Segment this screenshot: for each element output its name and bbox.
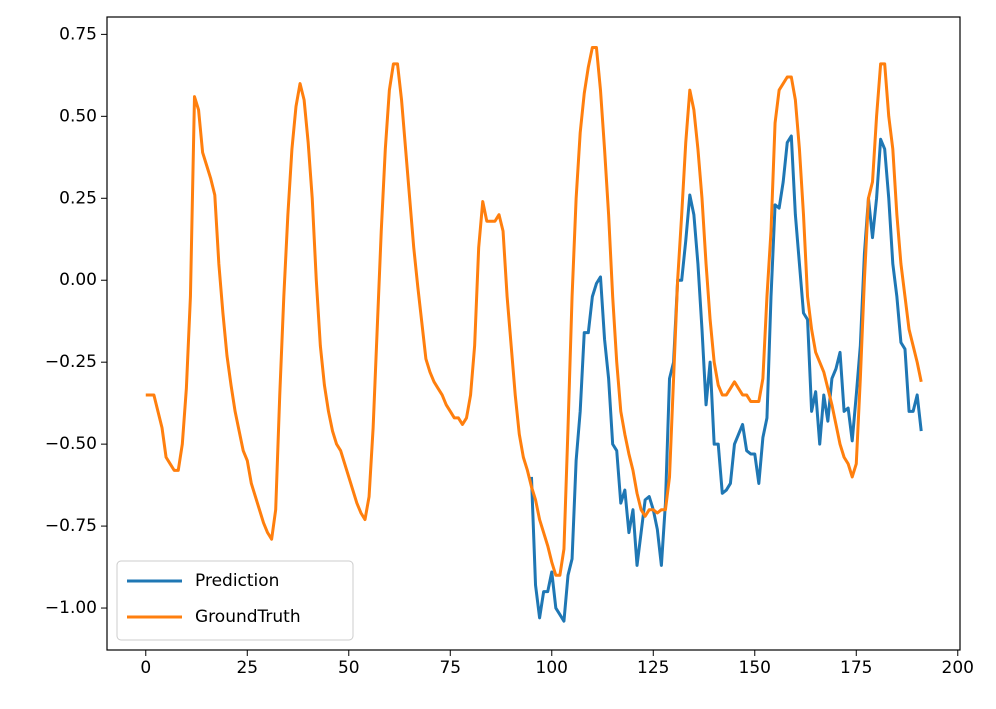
axes-frame (106, 16, 961, 651)
y-tick-label: 0.25 (59, 188, 97, 208)
x-tick-label: 25 (236, 658, 258, 678)
y-tick-label: −0.75 (45, 516, 97, 536)
x-tick-label: 100 (536, 658, 568, 678)
y-tick-label: 0.75 (59, 24, 97, 44)
y-tick-label: 0.50 (59, 106, 97, 126)
x-tick-label: 0 (140, 658, 151, 678)
series-line (145, 45, 923, 577)
series-line (529, 134, 923, 623)
x-tick-label: 150 (739, 658, 771, 678)
y-tick-label: 0.00 (59, 270, 97, 290)
x-tick-label: 175 (840, 658, 872, 678)
x-tick-label: 75 (439, 658, 461, 678)
y-tick-label: −0.25 (45, 352, 97, 372)
y-tick-label: −0.50 (45, 434, 97, 454)
x-tick-label: 200 (942, 658, 974, 678)
legend-label: Prediction (195, 571, 279, 591)
y-tick-label: −1.00 (45, 598, 97, 618)
x-tick-label: 50 (338, 658, 360, 678)
x-tick-label: 125 (637, 658, 669, 678)
legend-label: GroundTruth (195, 607, 301, 627)
